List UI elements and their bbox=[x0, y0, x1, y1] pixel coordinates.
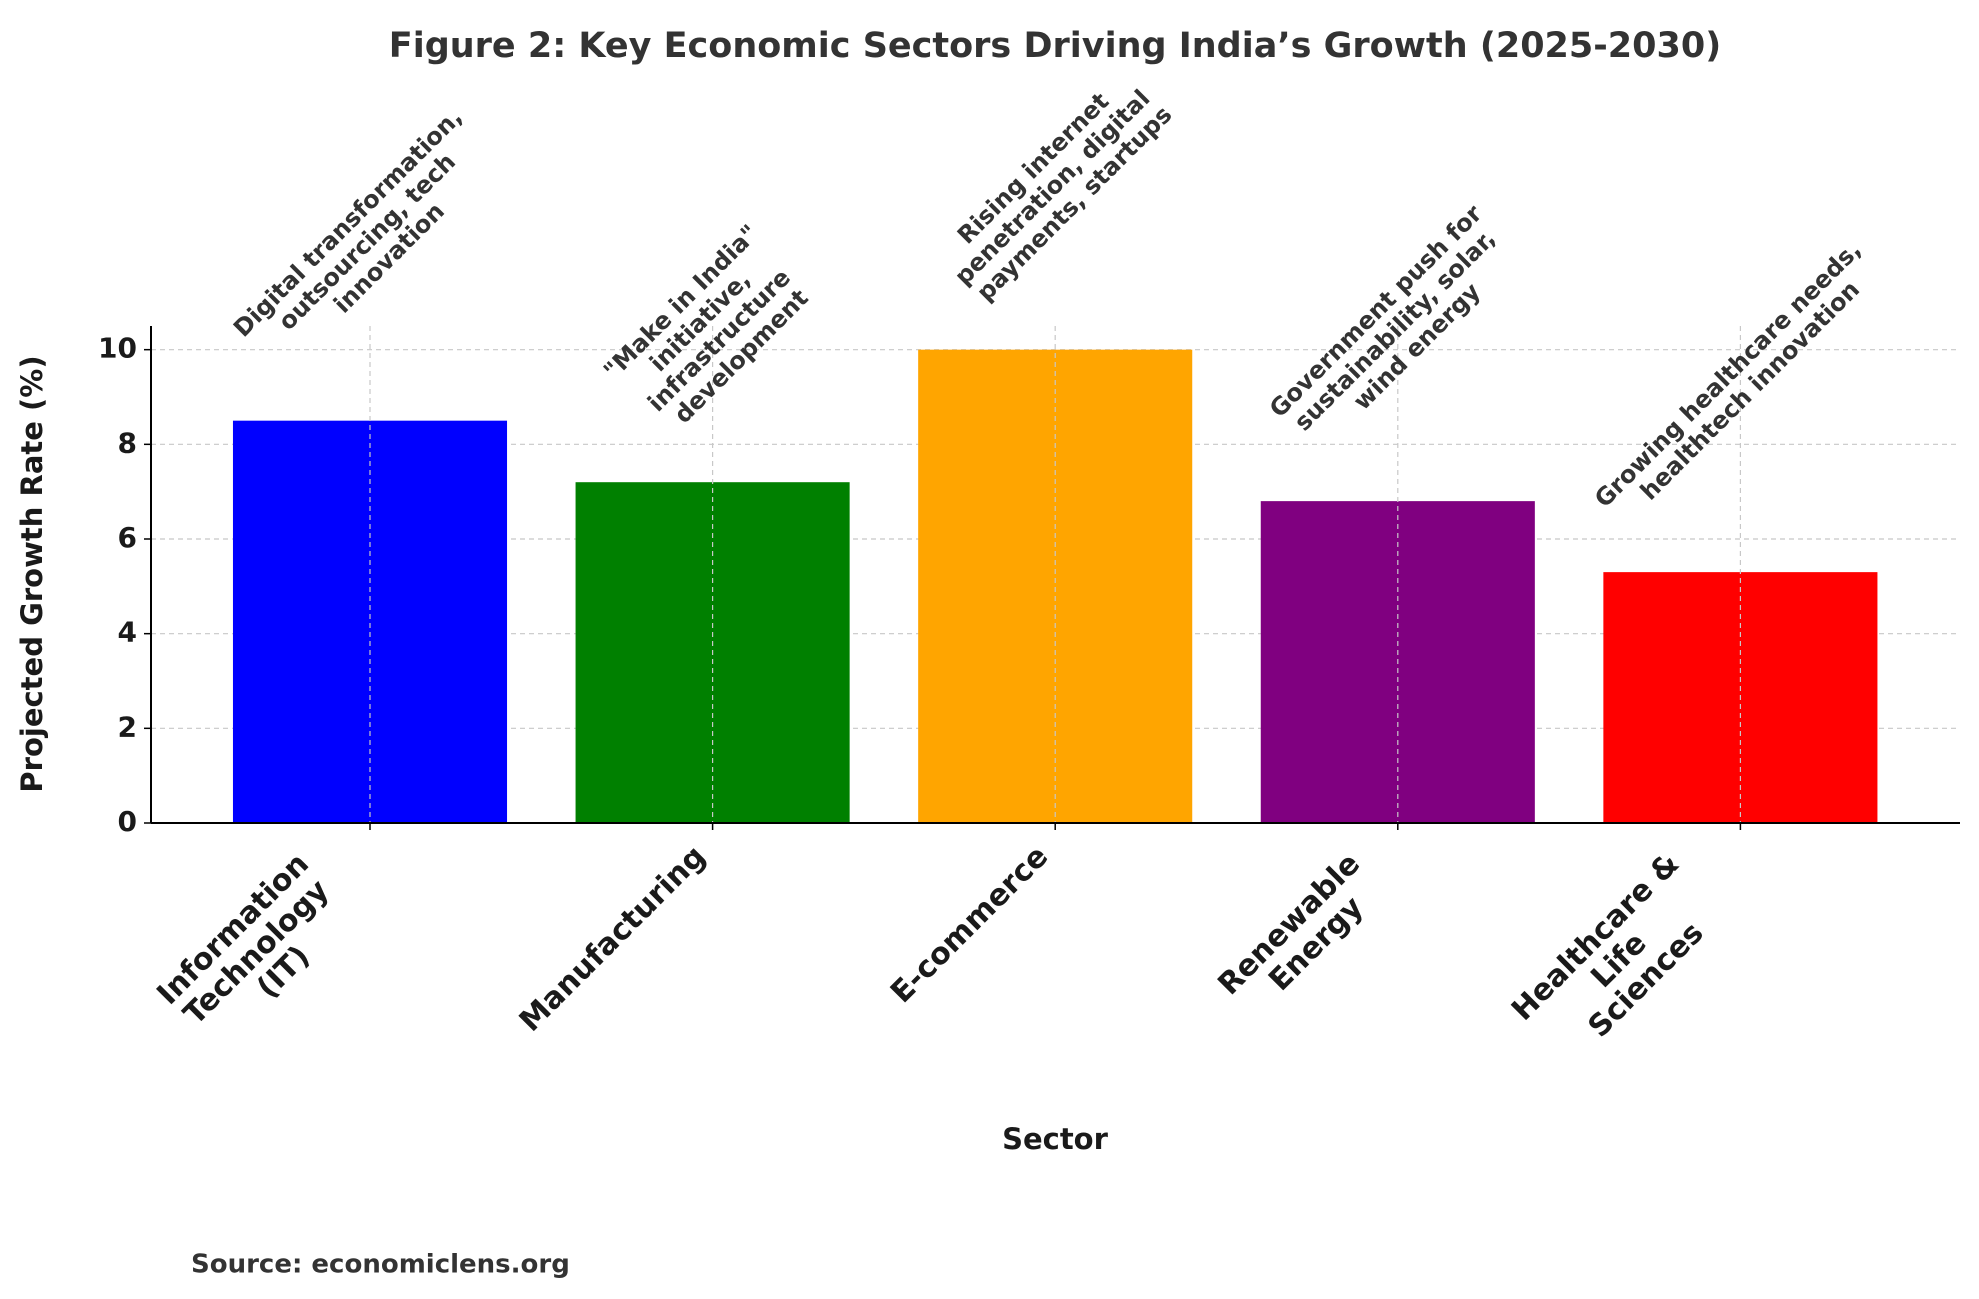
y-tick-label: 2 bbox=[118, 710, 137, 743]
x-tick-group: Renewable Energy bbox=[1211, 839, 1397, 1025]
y-tick-label: 6 bbox=[118, 521, 137, 554]
annotation: Growing healthcare needs, healthtech inn… bbox=[1589, 230, 1892, 533]
x-tick-label: Information Technology (IT) bbox=[150, 839, 370, 1059]
annotation: Rising internet penetration, digital pay… bbox=[930, 59, 1180, 309]
y-tick-label: 4 bbox=[118, 616, 137, 649]
annotation-group: Rising internet penetration, digital pay… bbox=[930, 59, 1180, 309]
x-tick-label: E-commerce bbox=[884, 839, 1055, 1010]
x-tick-group: E-commerce bbox=[884, 839, 1055, 1010]
y-tick-label: 10 bbox=[98, 332, 137, 365]
annotation: Government push for sustainability, sola… bbox=[1264, 194, 1532, 462]
x-tick-label: Healthcare & Life Sciences bbox=[1505, 839, 1740, 1074]
x-axis-label: Sector bbox=[1002, 1122, 1109, 1156]
source-note: Source: economiclens.org bbox=[191, 1250, 570, 1280]
y-tick-label: 8 bbox=[118, 426, 137, 459]
bar bbox=[232, 420, 508, 823]
x-tick-label: Renewable Energy bbox=[1211, 839, 1397, 1025]
x-tick-group: Information Technology (IT) bbox=[150, 839, 370, 1059]
y-axis-label: Projected Growth Rate (%) bbox=[15, 355, 49, 792]
annotation-group: Growing healthcare needs, healthtech inn… bbox=[1589, 230, 1892, 533]
chart-title: Figure 2: Key Economic Sectors Driving I… bbox=[389, 26, 1721, 66]
x-tick-group: Manufacturing bbox=[513, 839, 713, 1039]
y-tick-label: 0 bbox=[118, 805, 137, 838]
annotation-group: Government push for sustainability, sola… bbox=[1264, 194, 1532, 462]
x-tick-group: Healthcare & Life Sciences bbox=[1505, 839, 1740, 1074]
x-tick-label: Manufacturing bbox=[513, 839, 713, 1039]
